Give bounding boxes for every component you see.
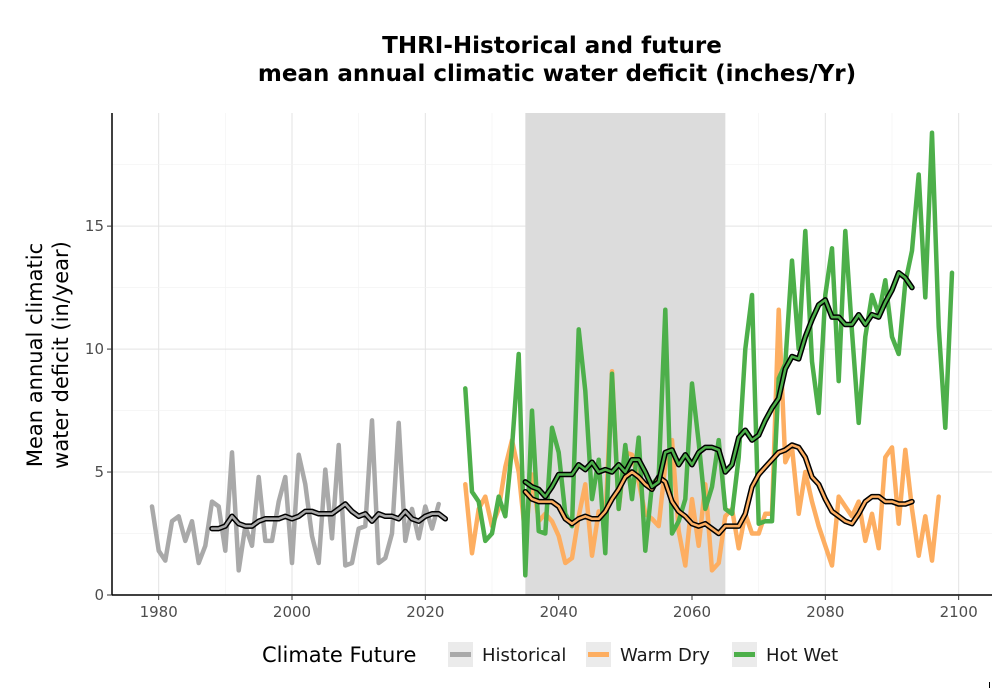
- smooth-line-hot-wet: [524, 271, 914, 498]
- x-axis-ticks: 1980 2000 2020 2040 2060 2080 2100: [140, 595, 978, 621]
- y-axis-label: Mean annual climatic water deficit (in/y…: [23, 241, 73, 469]
- x-tick-label-2040: 2040: [540, 603, 578, 621]
- legend-label-hot-wet: Hot Wet: [766, 645, 838, 666]
- y-tick-label-5: 5: [94, 463, 104, 481]
- series-line-hot-wet: [463, 130, 955, 578]
- series-line-historical: [149, 418, 441, 573]
- y-axis-ticks: 0 5 10 15: [85, 217, 112, 604]
- plot-panel: 1980 2000 2020 2040 2060 2080 2100 0 5 10 15: [85, 113, 992, 621]
- y-axis-label-line2: water deficit (in/year): [49, 241, 73, 469]
- legend-label-historical: Historical: [482, 645, 566, 666]
- x-tick-label-2100: 2100: [940, 603, 978, 621]
- y-tick-label-10: 10: [85, 340, 104, 358]
- legend-label-warm-dry: Warm Dry: [620, 645, 710, 666]
- legend-items: Historical Warm Dry Hot Wet: [448, 642, 838, 667]
- x-tick-label-2080: 2080: [806, 603, 844, 621]
- y-axis-label-line1: Mean annual climatic: [23, 243, 47, 467]
- smooth-line-historical: [210, 502, 447, 530]
- y-tick-label-15: 15: [85, 217, 104, 235]
- x-tick-label-2000: 2000: [273, 603, 311, 621]
- y-tick-label-0: 0: [94, 586, 104, 604]
- corner-mark: [989, 682, 990, 688]
- smooth-line-warm-dry: [524, 443, 914, 535]
- legend-title: Climate Future: [262, 643, 416, 667]
- x-tick-label-2060: 2060: [673, 603, 711, 621]
- axes: [111, 113, 992, 596]
- x-tick-label-1980: 1980: [140, 603, 178, 621]
- data-series: [149, 130, 955, 578]
- x-tick-label-2020: 2020: [406, 603, 444, 621]
- chart-title-line2: mean annual climatic water deficit (inch…: [258, 61, 856, 87]
- chart-title-line1: THRI-Historical and future: [382, 33, 722, 59]
- legend: Climate Future Historical Warm Dry Hot Wet: [262, 642, 838, 667]
